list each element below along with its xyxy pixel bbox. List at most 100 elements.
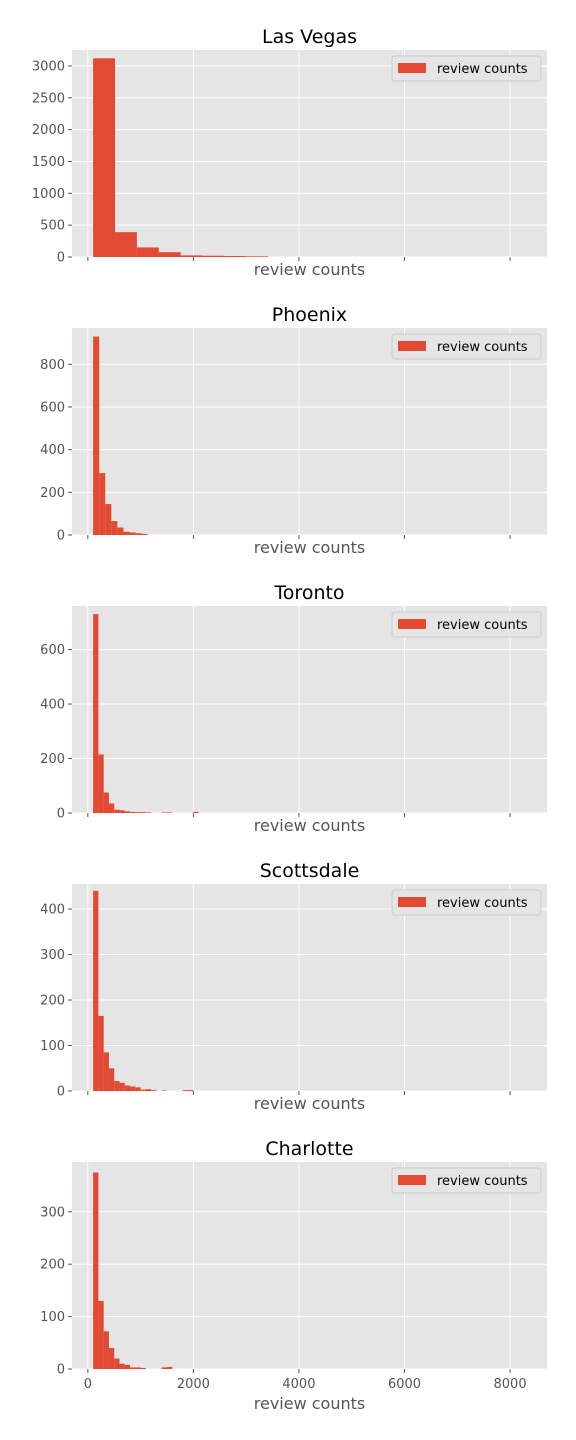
histogram-bar <box>167 812 173 813</box>
histogram-bar <box>114 1358 120 1369</box>
legend-swatch <box>398 1175 426 1185</box>
histogram-bar <box>188 1090 194 1091</box>
y-tick-label: 0 <box>57 529 65 544</box>
x-axis-label: review counts <box>254 1094 365 1113</box>
y-tick-label: 0 <box>57 807 65 822</box>
y-tick-label: 300 <box>40 1205 65 1220</box>
legend-box <box>391 889 542 916</box>
histogram-bar <box>141 533 148 535</box>
y-tick-label: 400 <box>40 698 65 713</box>
y-tick-label: 800 <box>40 358 65 373</box>
histogram-bar <box>140 812 146 813</box>
y-tick-label: 200 <box>40 1258 65 1273</box>
chart-title: Charlotte <box>265 1138 353 1160</box>
y-tick-label: 400 <box>40 903 65 918</box>
histogram-bar <box>105 504 112 535</box>
chart-1: 0 200 400 600 800 Phoenix review counts review … <box>40 304 547 557</box>
legend-label: review counts <box>437 340 528 355</box>
y-tick-label: 600 <box>40 643 65 658</box>
histogram-bar <box>103 1052 109 1091</box>
histogram-bar <box>114 809 120 813</box>
legend: review counts <box>391 55 542 82</box>
x-axis-label: review counts <box>254 260 365 279</box>
x-tick-label: 8000 <box>494 1377 527 1392</box>
histogram-bar <box>202 255 225 257</box>
histogram-bar <box>93 336 100 535</box>
y-tick-label: 100 <box>40 1310 65 1325</box>
histogram-bar <box>135 812 141 813</box>
histogram-bar <box>130 1367 136 1369</box>
histogram-bar <box>124 811 131 813</box>
histogram-bar <box>115 232 137 257</box>
y-tick-label: 500 <box>40 219 65 234</box>
histogram-bar <box>135 533 142 535</box>
legend: review counts <box>391 611 542 638</box>
x-axis-label: review counts <box>254 538 365 557</box>
plot-area <box>72 884 547 1091</box>
histogram-bar <box>93 1172 99 1369</box>
legend-swatch <box>398 897 426 907</box>
legend-swatch <box>398 619 426 629</box>
y-tick-label: 0 <box>57 251 65 266</box>
histogram-bar <box>136 247 159 257</box>
legend-box <box>391 1167 542 1194</box>
histogram-bar <box>167 1366 173 1369</box>
y-tick-label: 1500 <box>32 155 65 170</box>
legend-swatch <box>398 341 426 351</box>
histogram-bar <box>103 792 109 813</box>
x-tick-label: 0 <box>84 1377 92 1392</box>
histogram-bar <box>108 1068 115 1091</box>
x-axis-label: review counts <box>254 1394 365 1413</box>
histogram-bar <box>224 256 247 257</box>
legend-box <box>391 55 542 82</box>
histogram-bar <box>135 1367 141 1369</box>
chart-title: Phoenix <box>272 304 347 326</box>
histogram-bar <box>108 803 115 813</box>
y-tick-label: 1000 <box>32 187 65 202</box>
plot-area <box>72 1162 547 1369</box>
histogram-bar <box>103 1331 109 1369</box>
chart-4: 0 100 200 300 0 2000 4000 6000 8000 Charlotte revi… <box>40 1138 547 1413</box>
histogram-bar <box>145 812 152 813</box>
histogram-bar <box>180 255 203 257</box>
histogram-bar <box>111 521 118 535</box>
plot-area <box>72 606 547 813</box>
y-tick-label: 0 <box>57 1363 65 1378</box>
legend: review counts <box>391 889 542 916</box>
x-axis-label: review counts <box>254 816 365 835</box>
histogram-bar <box>119 810 125 813</box>
histogram-bar <box>124 1364 131 1369</box>
chart-2: 0 200 400 600 Toronto review counts review cou… <box>40 582 547 835</box>
plot-area <box>72 50 547 257</box>
x-tick-label: 2000 <box>177 1377 210 1392</box>
histogram-bar <box>117 527 124 535</box>
legend-swatch <box>398 63 426 73</box>
chart-title: Toronto <box>273 582 344 604</box>
y-tick-label: 200 <box>40 994 65 1009</box>
histogram-bar <box>93 614 99 813</box>
histogram-bar <box>119 1363 125 1369</box>
histogram-bar <box>161 812 167 813</box>
chart-3: 0 100 200 300 400 Scottsdale review counts revi… <box>40 860 547 1113</box>
legend-box <box>391 333 542 360</box>
histogram-bar <box>140 1367 146 1369</box>
chart-title: Las Vegas <box>262 26 357 48</box>
legend: review counts <box>391 333 542 360</box>
legend-label: review counts <box>437 1174 528 1189</box>
histogram-bar <box>119 1082 125 1091</box>
histogram-bar <box>129 532 136 535</box>
histogram-bar <box>98 1300 104 1369</box>
y-tick-label: 200 <box>40 752 65 767</box>
histogram-bar <box>130 811 136 813</box>
histogram-bar <box>135 1087 141 1091</box>
histogram-bar <box>99 473 106 535</box>
y-tick-label: 200 <box>40 486 65 501</box>
legend-box <box>391 611 542 638</box>
histogram-bar <box>108 1348 115 1369</box>
legend-label: review counts <box>437 62 528 77</box>
chart-title: Scottsdale <box>260 860 360 882</box>
histogram-bar <box>182 1090 189 1091</box>
y-tick-label: 600 <box>40 400 65 415</box>
histogram-bar <box>124 1085 131 1091</box>
chart-0: 0 500 1000 1500 2000 2500 3000 Las Vegas review … <box>32 26 547 279</box>
